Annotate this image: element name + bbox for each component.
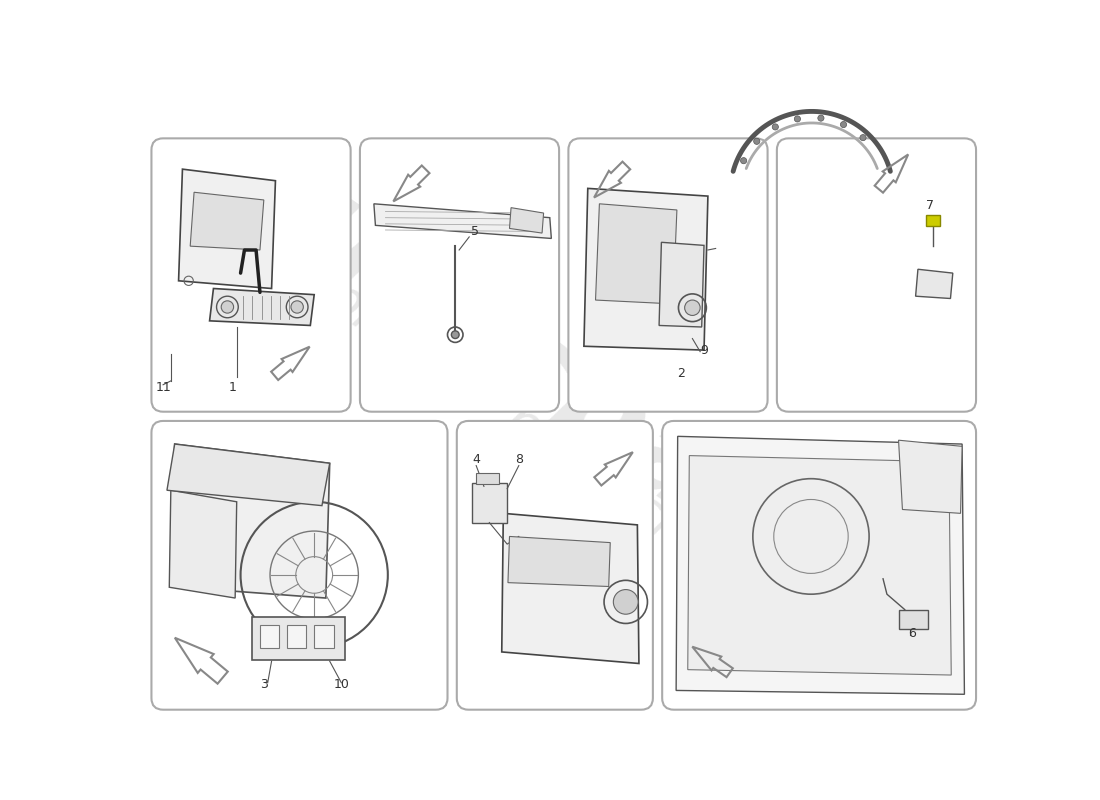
Polygon shape <box>170 444 330 598</box>
Text: 8: 8 <box>515 454 522 466</box>
Text: 9: 9 <box>700 344 708 357</box>
Text: 2: 2 <box>676 367 685 380</box>
Polygon shape <box>190 192 264 250</box>
Bar <box>287 625 307 648</box>
Polygon shape <box>502 514 639 663</box>
Text: 5: 5 <box>471 225 478 238</box>
Circle shape <box>860 134 866 141</box>
FancyBboxPatch shape <box>152 138 351 412</box>
Bar <box>899 610 928 629</box>
Polygon shape <box>688 455 952 675</box>
Polygon shape <box>169 490 236 598</box>
Text: a pioneer parts since 1985: a pioneer parts since 1985 <box>276 242 886 690</box>
FancyBboxPatch shape <box>777 138 976 412</box>
FancyBboxPatch shape <box>569 138 768 412</box>
Text: 7: 7 <box>926 199 934 212</box>
Bar <box>260 625 279 648</box>
Circle shape <box>817 115 824 121</box>
Circle shape <box>840 122 847 128</box>
Polygon shape <box>899 440 962 514</box>
Circle shape <box>754 138 760 144</box>
Bar <box>315 625 333 648</box>
Polygon shape <box>508 537 611 586</box>
Bar <box>926 215 939 226</box>
Polygon shape <box>584 188 708 350</box>
Circle shape <box>221 301 233 313</box>
Bar <box>476 474 499 484</box>
Bar <box>472 482 507 522</box>
Text: 11: 11 <box>155 381 172 394</box>
Polygon shape <box>509 208 543 233</box>
Circle shape <box>290 301 304 313</box>
Polygon shape <box>167 444 330 506</box>
FancyBboxPatch shape <box>360 138 559 412</box>
Circle shape <box>451 331 459 338</box>
Circle shape <box>740 158 747 164</box>
Polygon shape <box>178 169 275 289</box>
Text: 1: 1 <box>229 381 236 394</box>
Circle shape <box>794 116 801 122</box>
Circle shape <box>614 590 638 614</box>
Text: eurospares: eurospares <box>206 115 922 668</box>
Polygon shape <box>374 204 551 238</box>
Bar <box>252 618 345 660</box>
Circle shape <box>684 300 700 315</box>
Text: 6: 6 <box>908 626 915 639</box>
Polygon shape <box>210 289 315 326</box>
FancyBboxPatch shape <box>456 421 653 710</box>
Polygon shape <box>659 242 704 327</box>
FancyBboxPatch shape <box>152 421 448 710</box>
FancyBboxPatch shape <box>662 421 976 710</box>
Polygon shape <box>915 270 953 298</box>
Text: 3: 3 <box>260 678 267 691</box>
Polygon shape <box>676 436 965 694</box>
Text: 4: 4 <box>472 454 481 466</box>
Circle shape <box>772 124 779 130</box>
Text: 10: 10 <box>333 678 350 691</box>
Polygon shape <box>595 204 676 304</box>
